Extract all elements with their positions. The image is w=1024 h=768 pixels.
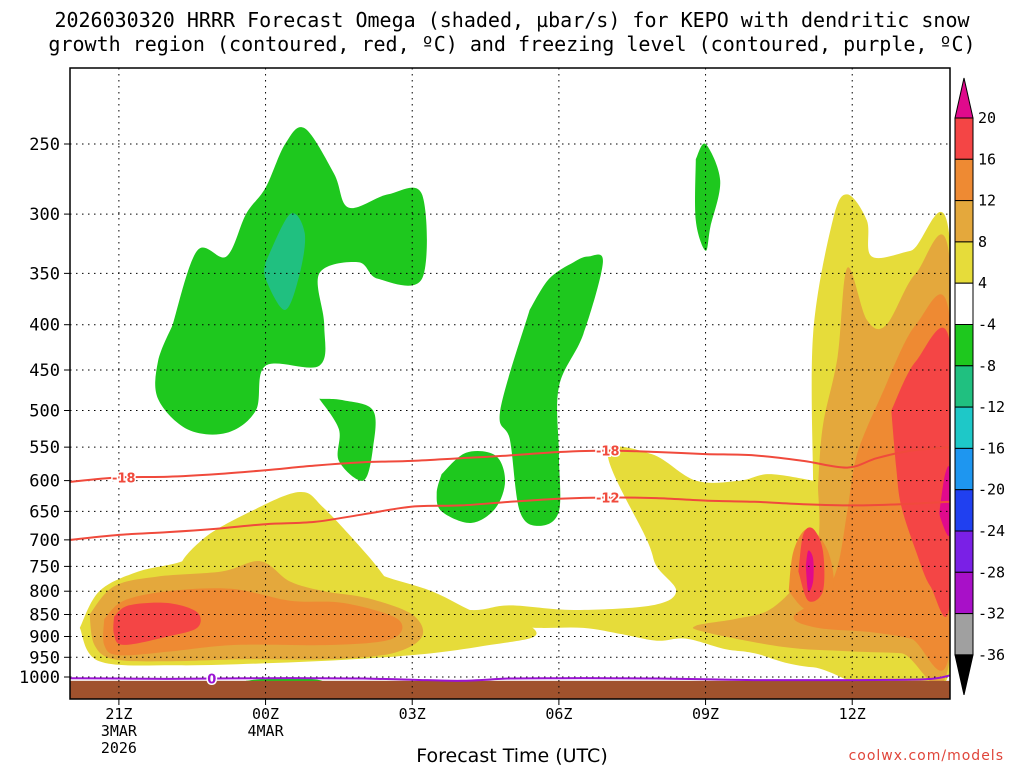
colorbar-bin-12 [954,571,974,615]
x-tick-label-12Z-1: 12Z [839,705,866,723]
omega-magenta-right-edge [939,465,950,537]
y-tick-label-600: 600 [29,472,60,492]
colorbar-label-1: 20 [978,109,996,127]
y-tick-label-850: 850 [29,606,60,626]
y-tick-label-250: 250 [29,135,60,155]
x-tick-label-09Z-1: 09Z [692,705,719,723]
chart-title: 2026030320 HRRR Forecast Omega (shaded, … [0,8,1024,56]
dgz-line-minus12-label: -12 [596,492,620,507]
dgz-line-minus18 [70,446,950,483]
colorbar-bin-3 [954,200,974,243]
omega-green-mid [499,254,603,526]
omega-red-left [113,602,201,645]
freezing-level-line [70,674,950,682]
x-tick-label-21Z-3: 2026 [101,739,137,757]
colorbar-bin-5 [954,282,974,326]
y-tick-label-1000: 1000 [19,668,60,688]
dgz-line-minus18-label: -18 [112,471,136,486]
colorbar-label-3: 12 [978,192,996,210]
colorbar-label-4: 8 [978,233,987,251]
y-tick-label-650: 650 [29,502,60,522]
y-tick-label-800: 800 [29,582,60,602]
x-tick-label-03Z-1: 03Z [399,705,426,723]
y-tick-label-950: 950 [29,648,60,668]
colorbar-bin-11 [954,530,974,573]
y-tick-label-700: 700 [29,531,60,551]
colorbar-label-12: -28 [978,563,1005,581]
colorbar-label-6: -4 [978,316,996,334]
title-line-1: 2026030320 HRRR Forecast Omega (shaded, … [54,8,970,32]
colorbar-bin-8 [954,406,974,449]
y-tick-label-900: 900 [29,627,60,647]
colorbar-bin-1 [954,117,974,160]
x-axis-label: Forecast Time (UTC) [416,745,608,767]
colorbar-bin-7 [954,365,974,408]
y-tick-label-450: 450 [29,361,60,381]
colorbar-bin-2 [954,158,974,202]
omega-red-right [891,327,950,618]
colorbar-label-9: -16 [978,439,1005,457]
y-tick-label-400: 400 [29,316,60,336]
y-tick-label-500: 500 [29,402,60,422]
y-tick-label-750: 750 [29,557,60,577]
colorbar-label-5: 4 [978,274,987,292]
x-tick-label-00Z-2: 4MAR [247,722,284,740]
colorbar-label-7: -8 [978,357,996,375]
ground-surface [70,680,950,699]
freezing-level-line-label: 0 [207,673,216,688]
y-tick-label-350: 350 [29,264,60,284]
omega-green-top-right [695,143,721,251]
colorbar-bin-6 [954,324,974,367]
x-tick-label-21Z-1: 21Z [105,705,132,723]
dgz-line-minus18-label: -18 [596,445,620,460]
x-tick-label-06Z-1: 06Z [545,705,572,723]
omega-green-blob-small [319,398,376,481]
dgz-line-minus12 [70,496,950,541]
y-tick-label-300: 300 [29,205,60,225]
colorbar-bin-10 [954,489,974,532]
colorbar-label-2: 16 [978,150,996,168]
colorbar-bin-13 [954,613,974,656]
colorbar-bottom-arrow [954,654,974,696]
colorbar-label-14: -36 [978,646,1005,664]
x-tick-label-00Z-1: 00Z [252,705,279,723]
title-line-2: growth region (contoured, red, ºC) and f… [48,32,976,56]
colorbar-top-arrow [954,77,974,119]
omega-teal-upper-left [264,213,306,311]
credit-link[interactable]: coolwx.com/models [848,748,1004,764]
plot-frame [69,67,951,700]
omega-magenta-lobe [805,550,814,592]
y-tick-label-550: 550 [29,438,60,458]
colorbar-label-8: -12 [978,398,1005,416]
colorbar-bin-9 [954,447,974,491]
colorbar-label-11: -24 [978,522,1005,540]
colorbar-bin-4 [954,241,974,284]
x-tick-label-21Z-2: 3MAR [101,722,138,740]
colorbar-label-13: -32 [978,605,1005,623]
colorbar-label-10: -20 [978,481,1005,499]
